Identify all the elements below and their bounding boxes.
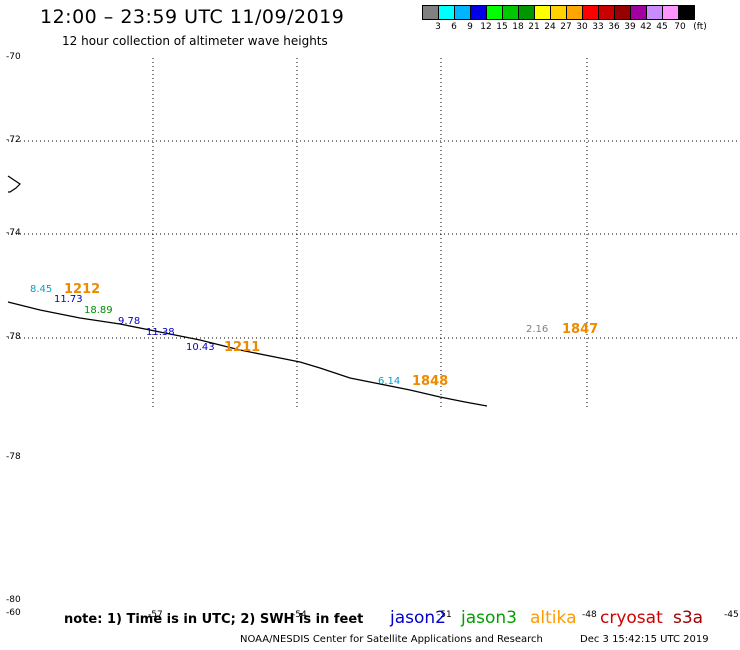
color-scale-labels: 3 6 9 12 15 18 21 24 27 30 33 36 39 42 4… <box>422 22 740 34</box>
scale-label: 70 <box>674 22 686 32</box>
legend-satellite: jason2 <box>390 608 446 628</box>
lat-tick: -72 <box>6 135 21 145</box>
color-swatch <box>550 5 567 20</box>
scale-label: (ft) <box>693 22 707 32</box>
legend-satellite: s3a <box>673 608 704 628</box>
footer-note: note: 1) Time is in UTC; 2) SWH is in fe… <box>64 612 364 627</box>
map-title: 12:00 – 23:59 UTC 11/09/2019 <box>40 6 345 28</box>
scale-label: 6 <box>451 22 457 32</box>
scale-label: 45 <box>656 22 668 32</box>
ice-edge-line <box>7 301 488 407</box>
scale-label: 42 <box>640 22 652 32</box>
lon-tick: -57 <box>148 610 163 620</box>
wave-height-label: 8.45 <box>30 284 53 295</box>
color-swatch <box>534 5 551 20</box>
color-swatch <box>502 5 519 20</box>
legend-satellite: jason3 <box>461 608 517 628</box>
color-swatch <box>614 5 631 20</box>
scale-label: 12 <box>480 22 492 32</box>
color-swatch <box>422 5 439 20</box>
coastline <box>7 175 21 193</box>
color-scale <box>422 5 695 20</box>
lon-tick: -60 <box>6 608 21 618</box>
scale-label: 39 <box>624 22 636 32</box>
scale-label: 3 <box>435 22 441 32</box>
color-swatch <box>438 5 455 20</box>
color-swatch <box>486 5 503 20</box>
map-subtitle: 12 hour collection of altimeter wave hei… <box>62 34 328 48</box>
time-label: 1211 <box>224 340 261 355</box>
time-label: 1847 <box>562 322 599 337</box>
wave-height-label: 9.78 <box>118 316 141 327</box>
lat-tick: -78 <box>6 332 21 342</box>
grid-lines <box>8 58 740 408</box>
scale-label: 27 <box>560 22 572 32</box>
legend-satellite: cryosat <box>600 608 663 628</box>
lat-tick: -80 <box>6 595 21 605</box>
scale-label: 15 <box>496 22 508 32</box>
color-swatch <box>454 5 471 20</box>
time-label: 1212 <box>64 282 101 297</box>
lon-tick: -54 <box>292 610 307 620</box>
scale-label: 21 <box>528 22 540 32</box>
color-swatch <box>566 5 583 20</box>
wave-height-label: 6.14 <box>378 376 401 387</box>
scale-label: 36 <box>608 22 620 32</box>
color-swatch <box>518 5 535 20</box>
lat-tick: -78 <box>6 452 21 462</box>
color-swatch <box>646 5 663 20</box>
scale-label: 9 <box>467 22 473 32</box>
color-swatch <box>662 5 679 20</box>
time-label: 1848 <box>412 374 449 389</box>
lon-tick: -51 <box>437 610 452 620</box>
wave-height-label: 11.73 <box>54 294 83 305</box>
wave-height-label: 11.38 <box>146 327 175 338</box>
wave-height-label: 18.89 <box>84 305 113 316</box>
wave-height-label: 2.16 <box>526 324 549 335</box>
footer-credit: NOAA/NESDIS Center for Satellite Applica… <box>240 634 543 645</box>
lon-tick: -48 <box>582 610 597 620</box>
scale-label: 18 <box>512 22 524 32</box>
color-swatch <box>678 5 695 20</box>
legend-satellite: altika <box>530 608 577 628</box>
lon-tick: -45 <box>724 610 739 620</box>
color-swatch <box>598 5 615 20</box>
wave-height-label: 10.43 <box>186 342 215 353</box>
scale-label: 24 <box>544 22 556 32</box>
scale-label: 30 <box>576 22 588 32</box>
color-swatch <box>630 5 647 20</box>
footer-timestamp: Dec 3 15:42:15 UTC 2019 <box>580 634 709 645</box>
color-swatch <box>470 5 487 20</box>
color-swatch <box>582 5 599 20</box>
lat-tick: -74 <box>6 228 21 238</box>
lat-tick: -70 <box>6 52 21 62</box>
scale-label: 33 <box>592 22 604 32</box>
